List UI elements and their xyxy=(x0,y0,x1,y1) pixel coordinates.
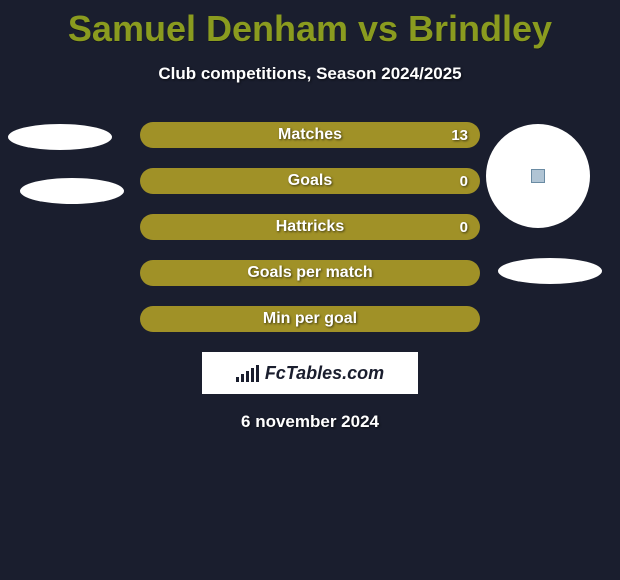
logo-bars-icon xyxy=(236,364,259,382)
stat-label: Min per goal xyxy=(263,310,357,328)
footer-date: 6 november 2024 xyxy=(0,412,620,432)
page-title: Samuel Denham vs Brindley xyxy=(0,0,620,50)
logo-text: FcTables.com xyxy=(265,363,384,384)
stat-bar-hattricks: Hattricks 0 xyxy=(140,214,480,240)
player-right-shape xyxy=(498,258,602,284)
stat-bar-goals: Goals 0 xyxy=(140,168,480,194)
player-left-shape-1 xyxy=(8,124,112,150)
stat-label: Matches xyxy=(278,126,342,144)
stat-label: Goals xyxy=(288,172,332,190)
stat-value: 13 xyxy=(451,127,468,144)
stat-value: 0 xyxy=(460,173,468,190)
stat-bar-min-per-goal: Min per goal xyxy=(140,306,480,332)
player-left-shape-2 xyxy=(20,178,124,204)
stats-bars: Matches 13 Goals 0 Hattricks 0 Goals per… xyxy=(140,122,480,332)
player-right-avatar-placeholder xyxy=(486,124,590,228)
stat-value: 0 xyxy=(460,219,468,236)
fctables-logo: FcTables.com xyxy=(202,352,418,394)
placeholder-icon xyxy=(531,169,545,183)
stat-label: Goals per match xyxy=(247,264,372,282)
stat-bar-matches: Matches 13 xyxy=(140,122,480,148)
stat-bar-goals-per-match: Goals per match xyxy=(140,260,480,286)
page-subtitle: Club competitions, Season 2024/2025 xyxy=(0,64,620,84)
stat-label: Hattricks xyxy=(276,218,344,236)
